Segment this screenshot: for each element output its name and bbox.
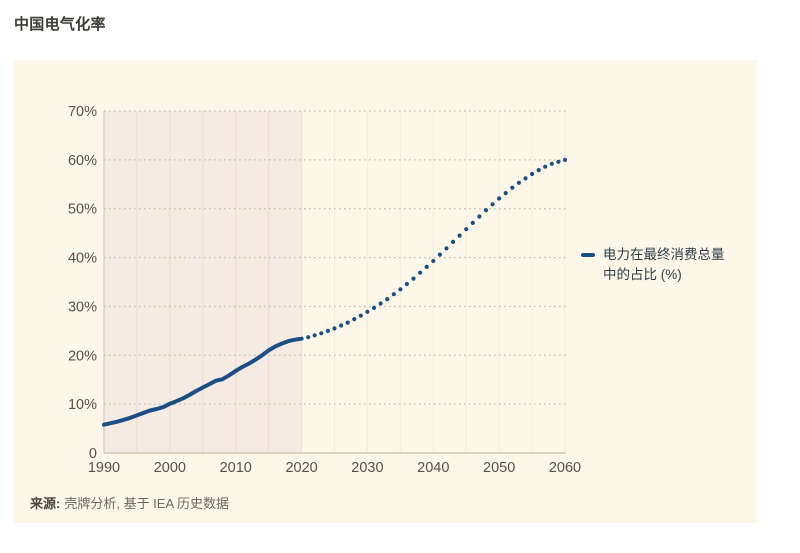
legend-label-line1: 电力在最终消费总量 (603, 247, 725, 262)
chart-panel: 0 10% 20% 30% 40% 50% 60% 70% 1990 2000 2010 2020 20… (13, 60, 757, 523)
y-tick-label: 60% (68, 153, 97, 169)
y-tick-label: 20% (68, 348, 97, 364)
x-tick-label: 2000 (154, 460, 186, 476)
legend-label: 电力在最终消费总量 中的占比 (%) (603, 245, 725, 286)
series-line-historical (102, 336, 304, 427)
source-note: 来源: 壳牌分析, 基于 IEA 历史数据 (30, 493, 229, 512)
legend-label-line2: 中的占比 (%) (603, 267, 682, 283)
vertical-gridlines (136, 111, 566, 453)
electrification-line-chart: 0 10% 20% 30% 40% 50% 60% 70% 1990 2000 2010 2020 20… (68, 104, 581, 476)
legend-line-marker (581, 253, 595, 257)
source-label: 来源: (30, 496, 61, 511)
x-axis-tick-labels: 1990 2000 2010 2020 2030 2040 2050 2060 (88, 460, 581, 476)
y-tick-label: 40% (68, 251, 97, 267)
series-dots-projection (306, 157, 568, 340)
x-tick-label: 2040 (417, 460, 449, 476)
y-axis-tick-labels: 0 10% 20% 30% 40% 50% 60% 70% (68, 104, 97, 462)
horizontal-gridlines (104, 110, 566, 405)
y-tick-label: 0 (89, 446, 97, 462)
x-tick-label: 2050 (483, 460, 515, 476)
x-tick-label: 2010 (220, 460, 252, 476)
x-tick-label: 2030 (351, 460, 383, 476)
page-title: 中国电气化率 (14, 16, 106, 33)
x-tick-label: 2060 (549, 460, 581, 476)
x-tick-label: 2020 (285, 460, 317, 476)
y-tick-label: 30% (68, 299, 97, 315)
source-text: 壳牌分析, 基于 IEA 历史数据 (64, 496, 230, 511)
y-tick-label: 70% (68, 104, 97, 120)
x-tick-label: 1990 (88, 460, 120, 476)
y-tick-label: 50% (68, 202, 97, 218)
chart-legend: 电力在最终消费总量 中的占比 (%) (581, 245, 753, 286)
y-tick-label: 10% (68, 397, 97, 413)
